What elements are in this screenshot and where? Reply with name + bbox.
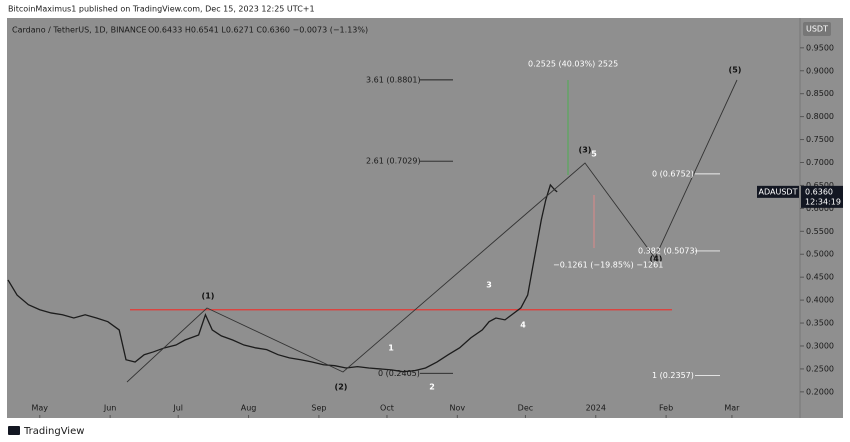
x-tick-label: Feb bbox=[659, 404, 673, 413]
y-tick-label: 0.9000 bbox=[806, 66, 834, 75]
y-tick-label: 0.4000 bbox=[806, 296, 834, 305]
x-tick-label: Nov bbox=[450, 404, 466, 413]
x-tick-label: Mar bbox=[724, 404, 740, 413]
y-tick-label: 0.3500 bbox=[806, 319, 834, 328]
logo bbox=[8, 426, 20, 435]
wave-label: 4 bbox=[520, 321, 526, 330]
x-tick-label: Jul bbox=[172, 404, 183, 413]
price-line bbox=[7, 183, 558, 373]
countdown: 12:34:19 bbox=[805, 197, 841, 206]
y-tick-label: 0.6000 bbox=[806, 204, 834, 213]
measurement-label: −0.1261 (−19.85%) −1261 bbox=[553, 261, 663, 270]
x-tick-label: 2024 bbox=[586, 404, 606, 413]
y-tick-label: 0.2000 bbox=[806, 387, 834, 396]
x-tick-label: Jun bbox=[103, 404, 117, 413]
ohlc: O0.6433 H0.6541 L0.6271 C0.6360 −0.0073 … bbox=[148, 26, 368, 35]
fib-label: 0 (0.2405) bbox=[378, 369, 420, 378]
y-tick-label: 0.7000 bbox=[806, 158, 834, 167]
y-tick-label: 0.8000 bbox=[806, 112, 834, 121]
x-tick-label: Aug bbox=[241, 404, 257, 413]
wave-label: (5) bbox=[729, 66, 742, 75]
footer-bar bbox=[0, 420, 850, 442]
y-tick-label: 0.2500 bbox=[806, 364, 834, 373]
x-tick-label: May bbox=[31, 404, 48, 413]
publisher: BitcoinMaximus1 published on TradingView… bbox=[8, 5, 315, 14]
x-tick-label: Sep bbox=[311, 404, 326, 413]
y-tick-label: 0.4500 bbox=[806, 273, 834, 282]
wave-label: (3) bbox=[579, 146, 592, 155]
y-tick-label: 0.6500 bbox=[806, 181, 834, 190]
y-tick-label: 0.3000 bbox=[806, 341, 834, 350]
fib-label: 3.61 (0.8801) bbox=[366, 75, 421, 84]
measurement-label: 0.2525 (40.03%) 2525 bbox=[528, 60, 618, 69]
chart-area bbox=[7, 18, 843, 418]
y-tick-label: 0.8500 bbox=[806, 89, 834, 98]
wave-label: (4) bbox=[650, 255, 663, 264]
unit-box bbox=[803, 22, 831, 36]
wave-label: (1) bbox=[202, 292, 215, 301]
wave-label: 1 bbox=[388, 344, 394, 353]
x-tick-label: Oct bbox=[380, 404, 394, 413]
fib-label: 0.382 (0.5073) bbox=[638, 246, 698, 255]
axis-unit: USDT bbox=[806, 25, 828, 34]
wave-label: 5 bbox=[591, 150, 597, 159]
y-tick-label: 0.5000 bbox=[806, 250, 834, 259]
footer: TradingView bbox=[23, 426, 84, 437]
y-tick-label: 0.5500 bbox=[806, 227, 834, 236]
wave-label: 2 bbox=[429, 383, 435, 392]
y-tick-label: 0.9500 bbox=[806, 43, 834, 52]
fib-label: 0 (0.6752) bbox=[652, 169, 694, 178]
y-tick-label: 0.7500 bbox=[806, 135, 834, 144]
symbol-name: ADAUSDT bbox=[759, 187, 798, 196]
x-tick-label: Dec bbox=[518, 404, 533, 413]
fib-label: 2.61 (0.7029) bbox=[366, 157, 421, 166]
wave-path bbox=[126, 79, 738, 383]
fib-label: 1 (0.2357) bbox=[652, 371, 694, 380]
last-price: 0.6360 bbox=[805, 187, 833, 196]
symbol-info: Cardano / TetherUS, 1D, BINANCE bbox=[12, 26, 147, 35]
wave-label: (2) bbox=[335, 383, 348, 392]
symbol-box bbox=[757, 185, 799, 198]
wave-label: 3 bbox=[486, 281, 492, 290]
price-box bbox=[801, 185, 843, 208]
